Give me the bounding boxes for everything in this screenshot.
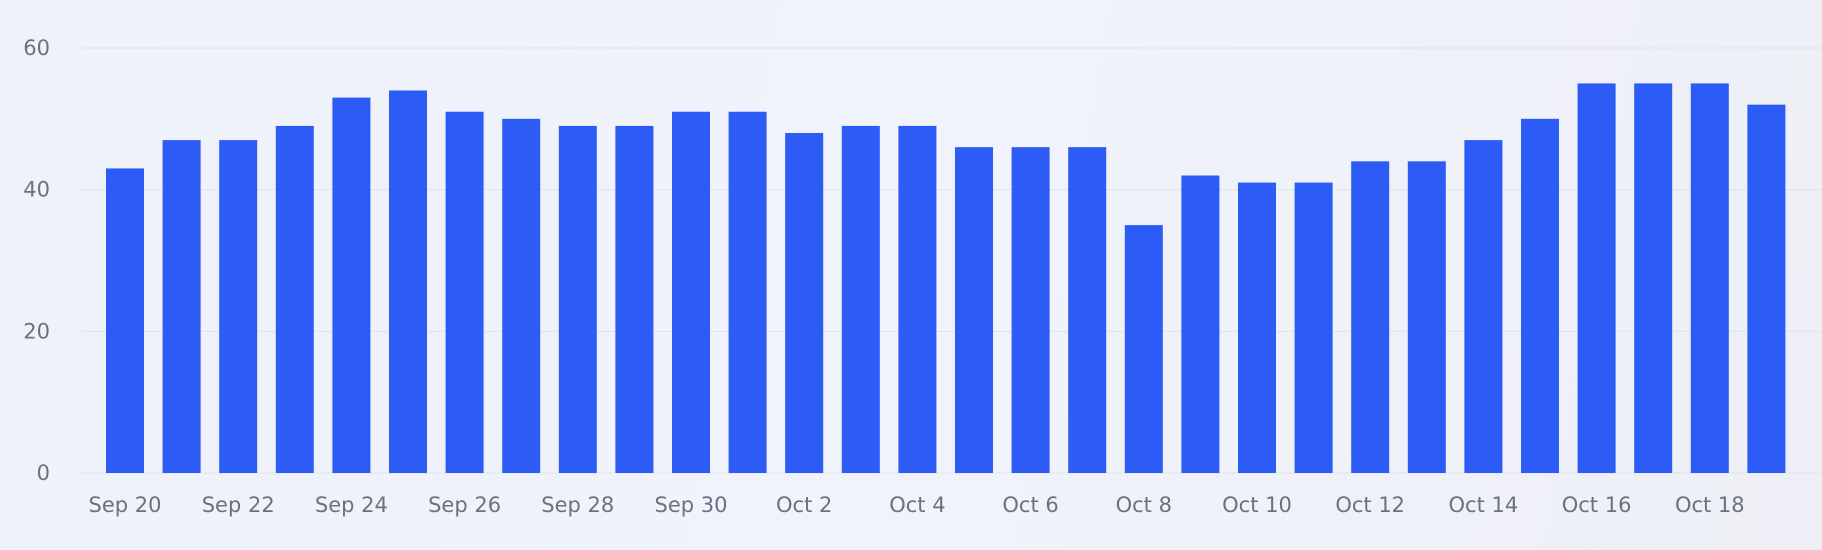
bar-sep-24[interactable] (332, 97, 371, 473)
x-tick-label: Sep 22 (202, 493, 275, 517)
x-tick-label: Sep 28 (541, 493, 614, 517)
bar-sep-23[interactable] (275, 125, 314, 474)
x-tick-label: Sep 24 (315, 493, 388, 517)
y-tick-label: 0 (37, 461, 50, 485)
x-tick-label: Oct 4 (889, 493, 945, 517)
bar-sep-30[interactable] (672, 111, 710, 473)
bar-oct-9[interactable] (1181, 175, 1220, 474)
bar-oct-13[interactable] (1407, 161, 1446, 474)
bar-oct-3[interactable] (841, 125, 880, 474)
y-tick-label: 60 (23, 36, 50, 60)
bar-sep-28[interactable] (558, 125, 597, 474)
bar-oct-14[interactable] (1464, 140, 1503, 474)
x-tick-label: Sep 26 (428, 493, 501, 517)
x-tick-label: Oct 16 (1562, 493, 1632, 517)
bar-oct-1[interactable] (728, 111, 767, 473)
bar-oct-7[interactable] (1068, 147, 1107, 473)
bar-sep-20[interactable] (106, 168, 144, 473)
bar-sep-26[interactable] (445, 111, 484, 473)
bar-oct-18[interactable] (1690, 83, 1729, 474)
bars (106, 83, 1786, 474)
y-tick-label: 20 (23, 319, 50, 343)
bar-oct-16[interactable] (1577, 83, 1616, 474)
x-tick-label: Oct 12 (1335, 493, 1405, 517)
bar-oct-5[interactable] (955, 147, 993, 473)
y-tick-label: 40 (23, 178, 50, 202)
x-tick-label: Oct 8 (1116, 493, 1172, 517)
x-tick-label: Oct 10 (1222, 493, 1292, 517)
x-tick-label: Oct 2 (776, 493, 832, 517)
x-tick-label: Oct 18 (1675, 493, 1745, 517)
bar-sep-22[interactable] (219, 140, 258, 474)
bar-sep-29[interactable] (615, 125, 654, 474)
bar-oct-19[interactable] (1747, 104, 1786, 474)
x-tick-label: Sep 30 (655, 493, 728, 517)
bar-sep-27[interactable] (502, 118, 541, 473)
bar-sep-21[interactable] (162, 140, 201, 474)
bar-sep-25[interactable] (389, 90, 427, 474)
bar-oct-12[interactable] (1351, 161, 1390, 474)
bar-oct-2[interactable] (785, 133, 824, 473)
x-tick-label: Oct 14 (1449, 493, 1519, 517)
bar-oct-15[interactable] (1521, 118, 1559, 473)
bar-oct-8[interactable] (1124, 225, 1163, 473)
bar-oct-10[interactable] (1238, 182, 1276, 474)
bar-oct-17[interactable] (1634, 83, 1673, 474)
bar-oct-11[interactable] (1294, 182, 1333, 474)
bar-oct-4[interactable] (898, 125, 937, 474)
x-axis-ticks: Sep 20 Sep 22 Sep 24 Sep 26 Sep 28 Sep 30 Oct … (89, 493, 1745, 517)
x-tick-label: Sep 20 (89, 493, 162, 517)
bar-oct-6[interactable] (1011, 147, 1050, 473)
x-tick-label: Oct 6 (1002, 493, 1058, 517)
y-axis-ticks: 0 20 40 60 (23, 36, 50, 485)
